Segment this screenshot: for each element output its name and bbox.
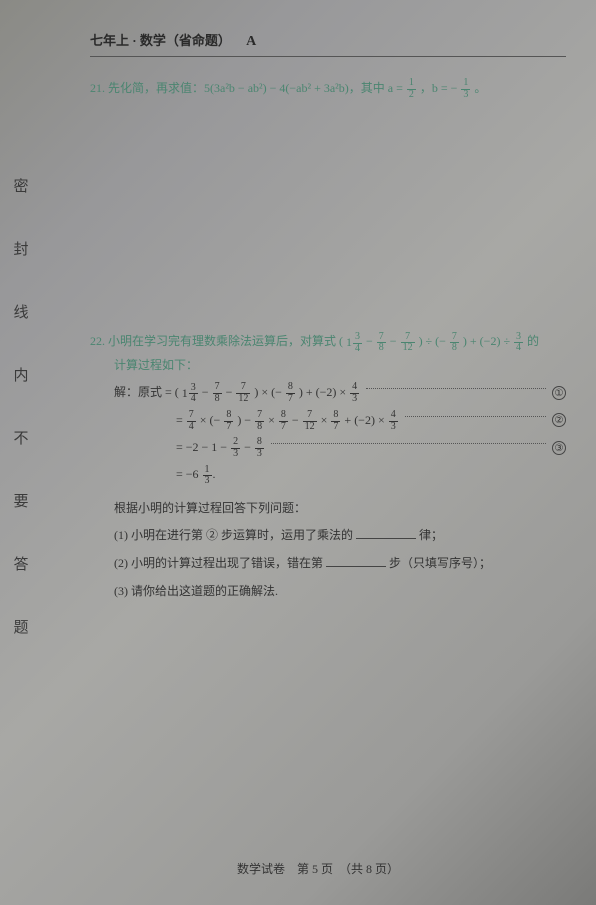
fill-blank[interactable] <box>356 527 416 539</box>
fraction: 13 <box>461 78 470 100</box>
problem-22-subline: 计算过程如下： <box>114 354 566 377</box>
header-variant-letter: A <box>246 34 256 49</box>
problem-number: 22. <box>90 334 105 348</box>
step-marker-3: ③ <box>552 441 566 455</box>
fraction: 12 <box>407 78 416 100</box>
problem-21: 21. 先化简，再求值：5(3a²b − ab²) − 4(−ab² + 3a²… <box>90 77 566 100</box>
fraction: 78 <box>450 332 459 354</box>
questions-lead: 根据小明的计算过程回答下列问题： <box>114 497 566 520</box>
text: ，b = − <box>420 81 458 95</box>
exam-page: 七年上 · 数学（省命题） A 21. 先化简，再求值：5(3a²b − ab²… <box>40 0 596 905</box>
page-footer: 数学试卷 第 5 页 （共 8 页） <box>40 860 596 877</box>
fill-blank[interactable] <box>326 555 386 567</box>
question-1: (1) 小明在进行第 ② 步运算时，运用了乘法的 律； <box>114 524 566 547</box>
text: 。 <box>474 81 486 95</box>
mixed-number: 134 <box>346 331 363 354</box>
solution-step-4: = −6 13. <box>176 463 566 486</box>
fraction: 34 <box>514 332 523 354</box>
margin-char: 不 <box>10 432 32 447</box>
problem-number: 21. <box>90 81 105 95</box>
margin-char: 线 <box>10 306 32 321</box>
solution-step-1: 解：原式 = ( 134 − 78 − 712 ) × (− 87 ) + (−… <box>114 381 566 405</box>
leader-dots <box>405 416 546 417</box>
step-marker-2: ② <box>552 413 566 427</box>
question-3: (3) 请你给出这道题的正确解法. <box>114 580 566 603</box>
question-2: (2) 小明的计算过程出现了错误，错在第 步（只填写序号）； <box>114 552 566 575</box>
problem-22-statement: 22. 小明在学习完有理数乘除法运算后，对算式 ( 134 − 78 − 712… <box>90 330 566 354</box>
margin-char: 要 <box>10 495 32 510</box>
leader-dots <box>366 388 546 389</box>
margin-char: 封 <box>10 243 32 258</box>
fraction: 78 <box>377 332 386 354</box>
margin-char: 题 <box>10 621 32 636</box>
margin-char: 密 <box>10 180 32 195</box>
worked-solution: 解：原式 = ( 134 − 78 − 712 ) × (− 87 ) + (−… <box>114 381 566 487</box>
solution-step-3: = −2 − 1 − 23 − 83 ③ <box>176 436 566 459</box>
problem-21-text: 先化简，再求值：5(3a²b − ab²) − 4(−ab² + 3a²b)，其… <box>108 81 406 95</box>
problem-22: 22. 小明在学习完有理数乘除法运算后，对算式 ( 134 − 78 − 712… <box>90 330 566 602</box>
step-marker-1: ① <box>552 386 566 400</box>
margin-char: 答 <box>10 558 32 573</box>
solution-step-2: = 74 × (− 87 ) − 78 × 87 − 712 × 87 + (−… <box>176 409 566 432</box>
sub-questions: 根据小明的计算过程回答下列问题： (1) 小明在进行第 ② 步运算时，运用了乘法… <box>114 497 566 603</box>
binding-margin-labels: 密 封 线 内 不 要 答 题 <box>10 180 32 684</box>
fraction: 712 <box>401 332 415 354</box>
margin-char: 内 <box>10 369 32 384</box>
page-header: 七年上 · 数学（省命题） A <box>90 30 566 57</box>
leader-dots <box>271 443 546 444</box>
header-title: 七年上 · 数学（省命题） <box>90 33 231 48</box>
